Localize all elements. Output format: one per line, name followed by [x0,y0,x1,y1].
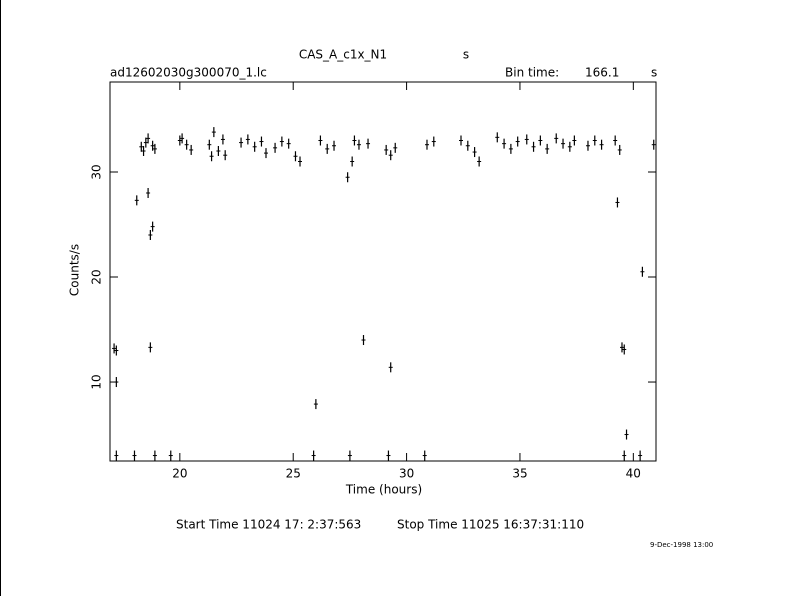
start-time: Start Time 11024 17: 2:37:563 [176,518,361,532]
bin-time-label: Bin time: [505,66,559,80]
x-tick-label: 40 [626,467,641,481]
x-tick-label: 20 [172,467,187,481]
plot-frame [109,81,657,462]
y-tick-label: 20 [90,269,104,284]
x-tick-label: 30 [399,467,414,481]
stop-time: Stop Time 11025 16:37:31:110 [397,518,584,532]
date-stamp: 9-Dec-1998 13:00 [650,541,713,549]
x-axis-label: Time (hours) [345,483,422,497]
y-axis-label: Counts/s [68,244,82,296]
x-tick-label: 35 [512,467,527,481]
y-tick-label: 30 [90,164,104,179]
bin-time: 166.1 [585,66,619,80]
chart-title: CAS_A_c1x_N1 [299,48,387,62]
subtitle: ad12602030g300070_1.lc [110,66,267,80]
title-suffix: s [463,48,469,62]
x-tick-label: 25 [286,467,301,481]
y-tick-label: 10 [90,374,104,389]
bin-time-unit: s [651,66,657,80]
